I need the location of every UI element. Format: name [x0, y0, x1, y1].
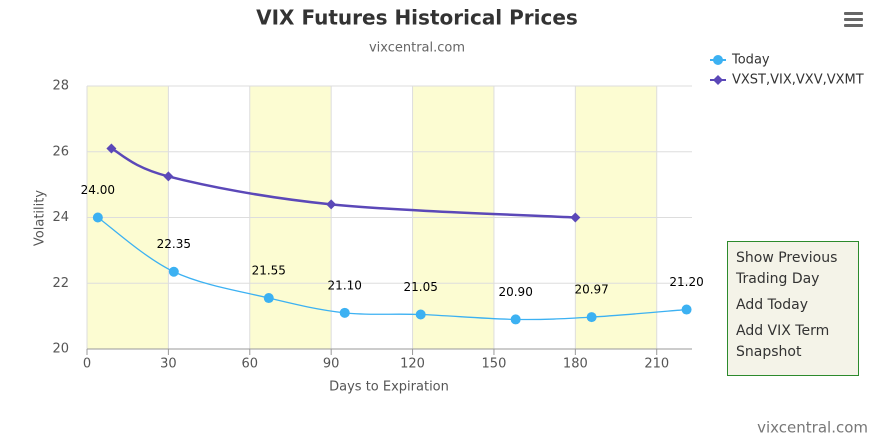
point: [415, 309, 426, 320]
x-tick-label: 0: [83, 357, 91, 372]
point: [339, 307, 350, 318]
y-tick-label: 28: [52, 79, 69, 94]
y-tick-label: 24: [52, 210, 69, 225]
chart-title: VIX Futures Historical Prices: [256, 6, 578, 30]
x-tick-label: 180: [563, 357, 588, 372]
menu-icon-bar: [844, 24, 863, 27]
point: [92, 212, 103, 223]
data-label: 21.55: [252, 264, 286, 278]
menu-icon-bar: [844, 18, 863, 21]
x-tick-label: 90: [323, 357, 340, 372]
point: [168, 266, 179, 277]
diamond-marker: [326, 199, 337, 210]
y-axis-label: Volatility: [33, 190, 48, 246]
diamond-marker: [163, 171, 174, 182]
data-label: 22.35: [157, 237, 191, 251]
menu-icon-bar: [844, 12, 863, 15]
data-label: 21.20: [669, 275, 703, 289]
x-tick-label: 120: [400, 357, 425, 372]
x-tick-label: 30: [160, 357, 177, 372]
menu-item[interactable]: Show Previous Trading Day: [736, 250, 838, 287]
data-label: 21.05: [404, 280, 438, 294]
chart-subtitle: vixcentral.com: [369, 41, 465, 56]
point: [510, 314, 521, 325]
y-tick-label: 26: [52, 144, 69, 159]
x-tick-label: 210: [644, 357, 669, 372]
series-line: [110, 147, 576, 219]
point: [586, 312, 597, 323]
data-label: 21.10: [328, 278, 362, 292]
y-tick-label: 20: [52, 342, 69, 357]
menu-item[interactable]: Add VIX Term Snapshot: [736, 323, 830, 360]
legend-label: VXST,VIX,VXV,VXMT: [732, 73, 864, 88]
x-axis-label: Days to Expiration: [329, 380, 449, 395]
point: [681, 304, 692, 315]
legend-label: Today: [731, 53, 770, 68]
x-tick-label: 150: [482, 357, 507, 372]
diamond-marker: [106, 143, 117, 154]
y-tick-label: 22: [52, 276, 69, 291]
data-label: 20.90: [498, 285, 532, 299]
menu-item[interactable]: Add Today: [736, 297, 809, 313]
point: [263, 293, 274, 304]
data-label: 24.00: [81, 183, 115, 197]
credit: vixcentral.com: [757, 419, 868, 437]
context-menu: Show Previous Trading Day Add Today Add …: [727, 241, 859, 376]
legend-marker: [713, 55, 723, 65]
plot-area: [86, 85, 692, 355]
x-tick-label: 60: [242, 357, 259, 372]
data-label: 20.97: [574, 283, 608, 297]
diamond-marker: [570, 212, 581, 223]
legend-marker: [713, 75, 723, 85]
menu-button[interactable]: [844, 12, 863, 27]
